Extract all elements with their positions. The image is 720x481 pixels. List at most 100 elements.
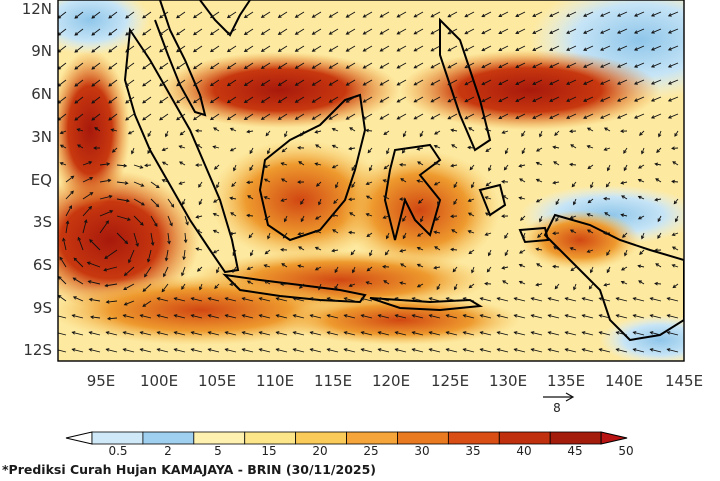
wind-arrow bbox=[414, 96, 424, 103]
wind-arrowhead bbox=[182, 256, 186, 261]
wind-arrowhead bbox=[598, 348, 603, 352]
wind-arrow bbox=[196, 144, 203, 149]
wind-arrow bbox=[633, 348, 645, 353]
wind-arrowhead bbox=[620, 129, 624, 133]
wind-arrow bbox=[281, 162, 288, 166]
wind-arrowhead bbox=[260, 99, 265, 103]
wind-arrow bbox=[655, 163, 662, 166]
wind-arrowhead bbox=[598, 297, 603, 301]
wind-arrowhead bbox=[637, 178, 642, 183]
wind-arrow bbox=[125, 62, 135, 70]
wind-arrow bbox=[655, 178, 662, 183]
wind-arrow bbox=[105, 283, 118, 287]
wind-arrowhead bbox=[178, 181, 183, 185]
wind-arrow bbox=[668, 45, 679, 51]
wind-arrowhead bbox=[281, 263, 286, 267]
wind-arrow bbox=[315, 247, 322, 251]
wind-arrow bbox=[617, 28, 628, 34]
wind-arrow bbox=[116, 181, 128, 184]
wind-arrow bbox=[281, 263, 288, 268]
wind-arrow bbox=[367, 266, 373, 272]
wind-arrow bbox=[380, 96, 390, 103]
wind-arrowhead bbox=[604, 212, 609, 216]
wind-arrowhead bbox=[142, 65, 146, 70]
wind-arrow bbox=[606, 266, 611, 273]
wind-arrowhead bbox=[161, 179, 166, 183]
wind-arrow bbox=[123, 348, 135, 353]
wind-arrow bbox=[116, 198, 130, 202]
wind-arrow bbox=[638, 265, 645, 268]
colorbar-segment bbox=[244, 431, 297, 445]
wind-arrowhead bbox=[588, 285, 593, 290]
wind-arrowhead bbox=[231, 183, 235, 188]
wind-arrowhead bbox=[318, 201, 322, 206]
wind-arrow bbox=[519, 178, 526, 183]
wind-arrow bbox=[502, 266, 509, 269]
wind-arrow bbox=[181, 266, 186, 276]
wind-arrow bbox=[210, 96, 220, 103]
wind-arrowhead bbox=[590, 184, 594, 189]
wind-arrow bbox=[429, 297, 441, 302]
wind-arrow bbox=[672, 246, 679, 251]
wind-arrow bbox=[638, 280, 645, 285]
wind-arrow bbox=[437, 198, 441, 205]
wind-arrowhead bbox=[603, 147, 608, 151]
wind-arrowhead bbox=[258, 331, 263, 335]
wind-arrowhead bbox=[502, 195, 507, 199]
wind-arrowhead bbox=[146, 258, 151, 263]
wind-arrow bbox=[414, 45, 424, 52]
wind-arrowhead bbox=[214, 285, 218, 290]
wind-arrowhead bbox=[452, 268, 457, 273]
lon-label: 140E bbox=[605, 372, 643, 390]
wind-arrow bbox=[59, 257, 67, 268]
wind-arrow bbox=[536, 198, 543, 203]
wind-arrowhead bbox=[547, 331, 552, 335]
wind-arrow bbox=[469, 164, 475, 170]
wind-arrow bbox=[142, 300, 152, 307]
wind-arrow bbox=[616, 314, 628, 319]
wind-arrowhead bbox=[142, 288, 147, 292]
wind-arrow bbox=[397, 45, 407, 52]
wind-arrow bbox=[176, 11, 186, 19]
wind-arrowhead bbox=[142, 303, 147, 307]
wind-arrow bbox=[434, 231, 441, 234]
wind-arrowhead bbox=[674, 133, 678, 137]
wind-arrowhead bbox=[632, 348, 637, 352]
wind-arrowhead bbox=[620, 280, 625, 285]
wind-arrow bbox=[555, 215, 560, 222]
wind-arrowhead bbox=[383, 165, 388, 170]
colorbar-segment bbox=[91, 431, 144, 445]
wind-arrowhead bbox=[77, 236, 81, 241]
wind-arrowhead bbox=[156, 331, 161, 335]
wind-arrowhead bbox=[229, 282, 233, 287]
wind-arrowhead bbox=[167, 240, 171, 245]
wind-arrow bbox=[281, 178, 288, 183]
wind-arrowhead bbox=[127, 217, 131, 221]
wind-arrowhead bbox=[667, 30, 672, 34]
wind-arrowhead bbox=[156, 314, 161, 318]
wind-arrow bbox=[397, 96, 407, 103]
wind-arrowhead bbox=[535, 161, 540, 166]
wind-arrow bbox=[412, 297, 424, 302]
wind-arrow bbox=[90, 316, 101, 319]
wind-arrow bbox=[293, 331, 305, 336]
wind-arrow bbox=[480, 314, 492, 319]
map-frame bbox=[57, 0, 685, 362]
wind-arrowhead bbox=[641, 150, 645, 155]
wind-arrowhead bbox=[413, 48, 418, 52]
wind-arrow bbox=[383, 195, 390, 200]
wind-arrow bbox=[329, 96, 339, 103]
wind-arrowhead bbox=[470, 184, 475, 189]
wind-arrowhead bbox=[170, 203, 175, 208]
wind-arrow bbox=[600, 113, 611, 119]
wind-arrowhead bbox=[518, 164, 523, 168]
wind-arrowhead bbox=[334, 184, 339, 189]
wind-arrow bbox=[548, 348, 560, 353]
wind-arrowhead bbox=[74, 117, 79, 121]
wind-arrowhead bbox=[365, 181, 370, 186]
wind-arrowhead bbox=[513, 331, 518, 335]
wind-arrow bbox=[485, 147, 492, 152]
wind-arrow bbox=[363, 28, 373, 35]
wind-arrowhead bbox=[260, 14, 265, 18]
wind-arrow bbox=[346, 113, 356, 120]
